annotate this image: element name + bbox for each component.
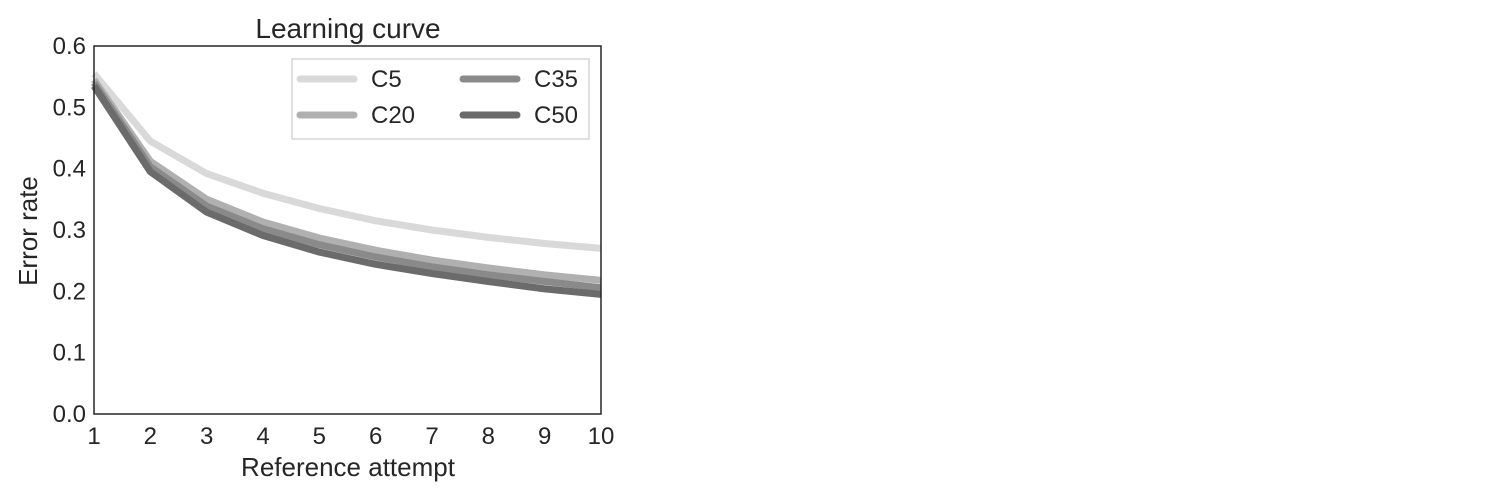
series-line-c5 [91,71,602,252]
x-axis-label: Reference attempt [241,452,456,482]
legend-label-c50: C50 [534,102,578,129]
y-tick-labels: 0.0 0.1 0.2 0.3 0.4 0.5 0.6 [53,33,86,428]
series-line-c35 [91,80,602,292]
y-tick-label: 0.3 [53,217,86,244]
series-line-c50 [91,83,602,298]
x-tick-label: 9 [538,423,551,450]
x-tick-label: 1 [87,423,100,450]
y-axis-label: Error rate [13,176,43,286]
x-tick-labels: 1 2 3 4 5 6 7 8 9 10 [87,423,614,450]
x-tick-label: 6 [369,423,382,450]
plot-frame [93,45,602,415]
x-tick-label: 2 [144,423,157,450]
x-tick-label: 7 [425,423,438,450]
x-tick-label: 4 [256,423,269,450]
x-tick-label: 5 [313,423,326,450]
legend-label-c35: C35 [534,66,578,93]
y-tick-label: 0.4 [53,156,86,183]
x-tick-label: 10 [588,423,615,450]
y-tick-label: 0.2 [53,278,86,305]
legend-label-c5: C5 [371,66,402,93]
legend-label-c20: C20 [371,102,415,129]
y-tick-label: 0.5 [53,94,86,121]
y-tick-label: 0.1 [53,340,86,367]
y-tick-label: 0.6 [53,33,86,60]
y-tick-label: 0.0 [53,401,86,428]
legend-box [291,58,590,140]
chart-title: Learning curve [255,13,440,44]
legend: C5 C20 C35 C50 [291,58,590,140]
plot-lines [91,71,602,298]
series-line-c20 [91,77,602,284]
x-tick-label: 3 [200,423,213,450]
x-tick-label: 8 [482,423,495,450]
